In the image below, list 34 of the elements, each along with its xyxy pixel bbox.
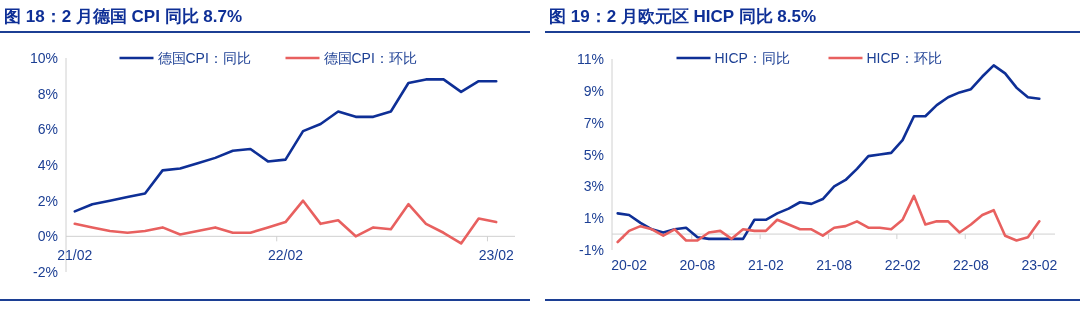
x-tick-label: 23/02: [478, 247, 514, 264]
y-tick-label: 10%: [29, 50, 58, 66]
y-tick-label: 3%: [583, 178, 604, 195]
legend-label: HICP：同比: [714, 50, 790, 66]
legend-label: 德国CPI：同比: [157, 50, 251, 66]
legend-label: HICP：环比: [866, 50, 942, 66]
x-tick-label: 21-08: [816, 257, 853, 273]
line-series: [73, 78, 498, 213]
y-tick-label: 9%: [583, 82, 604, 99]
x-tick-label: 22-02: [884, 257, 921, 273]
chart-title: 图 19：2 月欧元区 HICP 同比 8.5%: [549, 7, 817, 26]
y-tick-label: 2%: [37, 192, 58, 209]
y-tick-label: -1%: [579, 242, 604, 258]
y-tick-label: 4%: [37, 157, 58, 173]
x-tick-label: 22/02: [267, 247, 304, 264]
chart-title: 图 18：2 月德国 CPI 同比 8.7%: [4, 7, 243, 26]
y-tick-label: 0%: [37, 228, 58, 245]
x-tick-label: 21-02: [747, 257, 784, 273]
x-tick-label: 20-02: [611, 257, 648, 273]
x-tick-label: 22-08: [953, 257, 990, 273]
line-series: [616, 64, 1041, 241]
line-series: [73, 199, 498, 245]
y-tick-label: 11%: [577, 51, 604, 67]
y-tick-label: 1%: [583, 210, 604, 227]
y-tick-label: 5%: [583, 146, 604, 163]
line-series: [616, 194, 1041, 244]
legend-label: 德国CPI：环比: [323, 50, 417, 66]
x-tick-label: 20-08: [679, 257, 716, 273]
x-tick-label: 21/02: [57, 247, 93, 264]
y-tick-label: 7%: [583, 114, 604, 131]
x-tick-label: 23-02: [1021, 257, 1058, 273]
y-tick-label: 6%: [37, 121, 58, 138]
y-tick-label: -2%: [33, 264, 58, 280]
y-tick-label: 8%: [37, 85, 58, 102]
